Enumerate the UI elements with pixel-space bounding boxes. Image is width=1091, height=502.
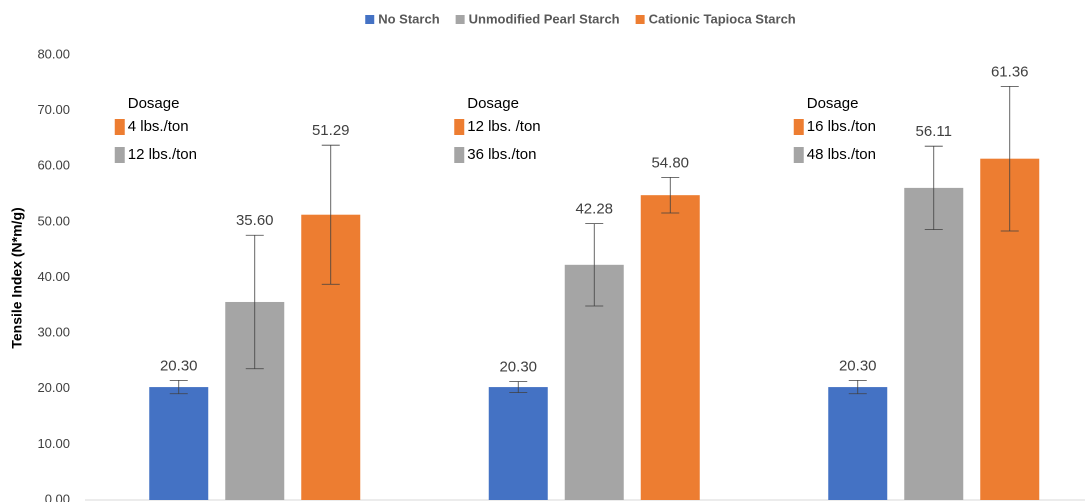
- annotation-label: 36 lbs./ton: [467, 146, 536, 163]
- bar: [640, 195, 700, 501]
- annotation-swatch: [454, 119, 465, 135]
- y-tick-label: 30.00: [37, 325, 70, 340]
- annotation-title: Dosage: [128, 95, 180, 112]
- legend-label: No Starch: [378, 11, 439, 26]
- value-label: 20.30: [839, 357, 877, 374]
- y-tick-label: 70.00: [37, 102, 70, 117]
- value-label: 42.28: [575, 201, 613, 218]
- y-tick-label: 50.00: [37, 213, 70, 228]
- annotation-label: 12 lbs./ton: [128, 146, 197, 163]
- bar: [149, 387, 209, 500]
- value-label: 51.29: [312, 122, 350, 139]
- annotation-swatch: [114, 147, 125, 163]
- y-axis-title: Tensile Index (N*m/g): [9, 207, 25, 348]
- y-tick-label: 10.00: [37, 436, 70, 451]
- value-label: 20.30: [499, 358, 537, 375]
- bar: [488, 387, 548, 500]
- legend-label: Unmodified Pearl Starch: [469, 11, 620, 26]
- value-label: 54.80: [651, 154, 689, 171]
- annotation-label: 4 lbs./ton: [128, 118, 189, 135]
- y-tick-label: 80.00: [37, 46, 70, 61]
- annotation-label: 16 lbs./ton: [807, 118, 876, 135]
- annotation-swatch: [114, 119, 125, 135]
- value-label: 20.30: [160, 357, 198, 374]
- y-tick-label: 40.00: [37, 269, 70, 284]
- value-label: 56.11: [916, 123, 952, 140]
- value-label: 61.36: [991, 63, 1029, 80]
- bar: [904, 187, 964, 500]
- annotation-label: 12 lbs. /ton: [467, 118, 540, 135]
- bar: [828, 387, 888, 500]
- y-tick-label: 0.00: [45, 491, 70, 502]
- annotation-swatch: [793, 147, 804, 163]
- legend: No Starch Unmodified Pearl Starch Cationic…: [365, 11, 796, 26]
- legend-swatch: [455, 15, 465, 24]
- annotation-label: 48 lbs./ton: [807, 146, 876, 163]
- y-tick-label: 60.00: [37, 158, 70, 173]
- legend-swatch: [635, 15, 645, 24]
- value-label: 35.60: [236, 212, 274, 229]
- annotation-title: Dosage: [467, 95, 519, 112]
- legend-label: Cationic Tapioca Starch: [649, 11, 796, 26]
- annotation-title: Dosage: [807, 95, 859, 112]
- annotation-swatch: [454, 147, 465, 163]
- y-tick-label: 20.00: [37, 380, 70, 395]
- legend-swatch: [365, 15, 375, 24]
- annotation-swatch: [793, 119, 804, 135]
